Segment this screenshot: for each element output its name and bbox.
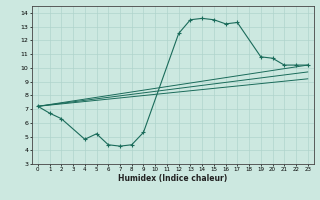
X-axis label: Humidex (Indice chaleur): Humidex (Indice chaleur) <box>118 174 228 183</box>
